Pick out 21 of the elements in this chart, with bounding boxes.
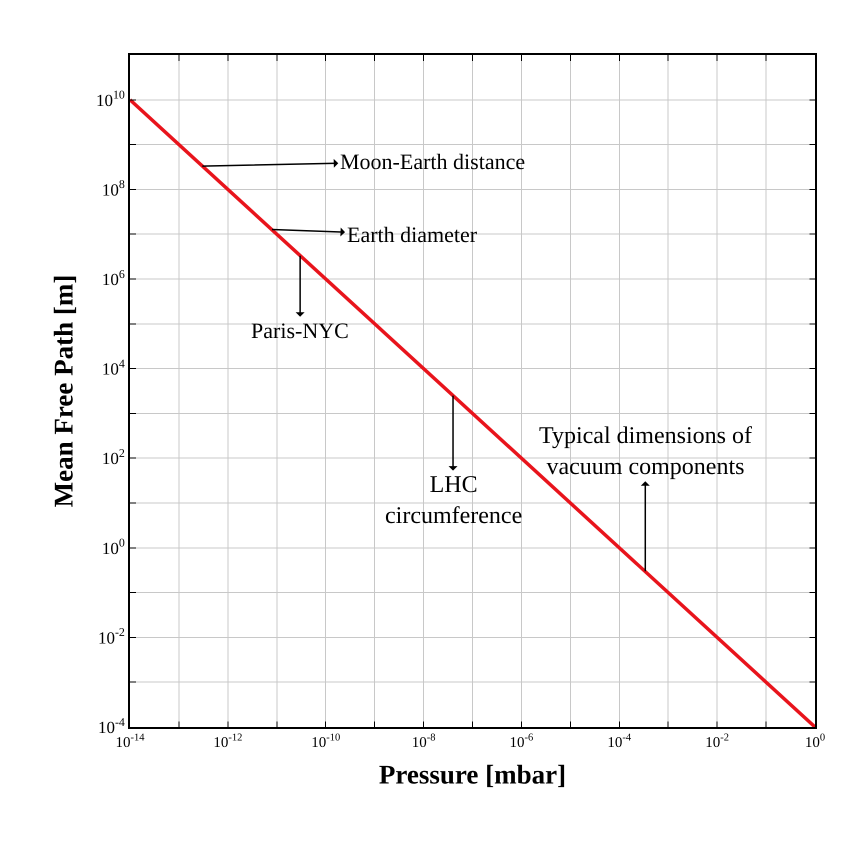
annotation: LHC circumference xyxy=(385,472,522,530)
y-tick-label: 10$^{4}$ xyxy=(102,356,125,379)
y-tick-label: 10$^{2}$ xyxy=(102,446,125,468)
x-axis-title: Pressure [mbar] xyxy=(378,760,566,790)
x-tick-label: 10$^{-8}$ xyxy=(412,732,436,751)
annotation: Paris-NYC xyxy=(251,318,349,343)
y-tick-label: 10$^{8}$ xyxy=(102,177,125,200)
x-tick-label: 10$^{0}$ xyxy=(804,732,826,751)
y-tick-label: 10$^{0}$ xyxy=(102,536,125,558)
x-tick-label: 10$^{-10}$ xyxy=(311,732,340,751)
y-tick-label: 10$^{6}$ xyxy=(102,266,125,289)
y-tick-label: 10$^{-2}$ xyxy=(98,625,125,648)
y-axis-title: Mean Free Path [m] xyxy=(48,274,79,508)
annotation: Typical dimensions of vacuum components xyxy=(539,423,752,480)
annotation: Earth diameter xyxy=(347,222,478,247)
x-tick-label: 10$^{-6}$ xyxy=(510,732,534,751)
annotation: Moon-Earth distance xyxy=(340,149,526,174)
x-tick-label: 10$^{-2}$ xyxy=(705,732,730,751)
y-tick-label: 10$^{10}$ xyxy=(96,88,125,110)
x-tick-label: 10$^{-4}$ xyxy=(607,732,632,751)
x-tick-label: 10$^{-12}$ xyxy=(213,732,242,751)
